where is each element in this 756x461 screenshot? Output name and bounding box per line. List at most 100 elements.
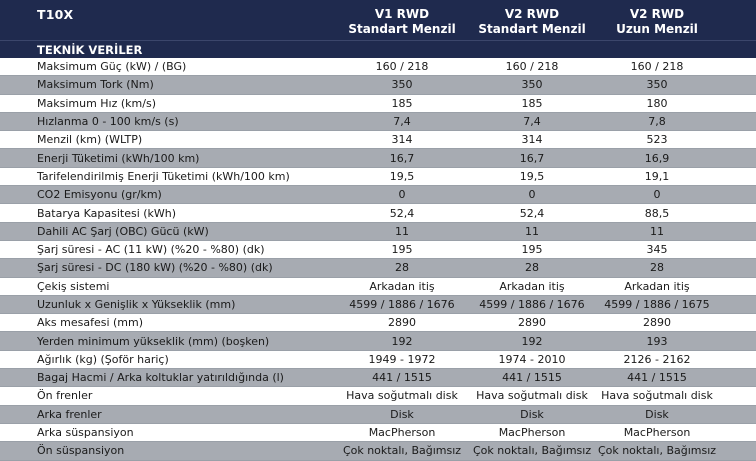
spec-label: Tarifelendirilmiş Enerji Tüketimi (kWh/1… — [0, 167, 331, 187]
table-row: Uzunluk x Genişlik x Yükseklik (mm) 4599 … — [0, 295, 756, 315]
spec-value: 350 — [473, 75, 591, 95]
spec-label: Şarj süresi - AC (11 kW) (%20 - %80) (dk… — [0, 240, 331, 260]
spec-value: 7,8 — [591, 112, 756, 132]
spec-value: 0 — [331, 185, 473, 205]
spec-value: Çok noktalı, Bağımsız — [591, 441, 756, 461]
spec-value: Hava soğutmalı disk — [473, 386, 591, 406]
column-header-line2: Uzun Menzil — [616, 22, 698, 36]
table-row: Arka frenler Disk Disk Disk — [0, 405, 756, 424]
spec-value: Disk — [331, 405, 473, 424]
spec-label: CO2 Emisyonu (gr/km) — [0, 185, 331, 205]
spec-value: 180 — [591, 94, 756, 113]
table-row: Ağırlık (kg) (Şoför hariç) 1949 - 1972 197… — [0, 350, 756, 370]
table-row: Yerden minimum yükseklik (mm) (boşken) 19… — [0, 331, 756, 351]
spec-value: 192 — [473, 331, 591, 351]
spec-value: Arkadan itiş — [591, 277, 756, 296]
spec-label: Maksimum Güç (kW) / (BG) — [0, 58, 331, 77]
spec-table: Maksimum Güç (kW) / (BG) 160 / 218 160 / 2… — [0, 58, 756, 461]
spec-value: Çok noktalı, Bağımsız — [331, 441, 473, 461]
spec-value: 16,9 — [591, 148, 756, 168]
spec-value: 7,4 — [473, 112, 591, 132]
spec-label: Maksimum Tork (Nm) — [0, 75, 331, 95]
spec-value: Hava soğutmalı disk — [331, 386, 473, 406]
spec-value: 19,5 — [331, 167, 473, 187]
spec-value: 2126 - 2162 — [591, 350, 756, 370]
spec-value: 192 — [331, 331, 473, 351]
table-row: Dahili AC Şarj (OBC) Gücü (kW) 11 11 11 — [0, 222, 756, 241]
spec-label: Batarya Kapasitesi (kWh) — [0, 203, 331, 223]
table-row: Ön frenler Hava soğutmalı disk Hava soğutm… — [0, 386, 756, 406]
table-row: CO2 Emisyonu (gr/km) 0 0 0 — [0, 185, 756, 205]
spec-value: 1949 - 1972 — [331, 350, 473, 370]
spec-label: Çekiş sistemi — [0, 277, 331, 296]
spec-label: Uzunluk x Genişlik x Yükseklik (mm) — [0, 295, 331, 315]
spec-value: 88,5 — [591, 203, 756, 223]
spec-value: 185 — [473, 94, 591, 113]
spec-value: 2890 — [331, 313, 473, 333]
spec-value: 11 — [331, 222, 473, 241]
column-header-line1: V2 RWD — [504, 7, 560, 21]
spec-value: 195 — [473, 240, 591, 260]
table-row: Arka süspansiyon MacPherson MacPherson MacP… — [0, 423, 756, 443]
spec-value: 193 — [591, 331, 756, 351]
spec-label: Ön frenler — [0, 386, 331, 406]
spec-value: Arkadan itiş — [473, 277, 591, 296]
table-row: Hızlanma 0 - 100 km/s (s) 7,4 7,4 7,8 — [0, 112, 756, 132]
spec-value: 28 — [473, 258, 591, 278]
table-row: Maksimum Güç (kW) / (BG) 160 / 218 160 / 2… — [0, 58, 756, 77]
spec-label: Ağırlık (kg) (Şoför hariç) — [0, 350, 331, 370]
spec-label: Arka süspansiyon — [0, 423, 331, 443]
table-header: T10X V1 RWD Standart Menzil V2 RWD Stand… — [0, 0, 756, 40]
spec-label: Bagaj Hacmi / Arka koltuklar yatırıldığı… — [0, 368, 331, 388]
spec-value: MacPherson — [331, 423, 473, 443]
spec-value: 4599 / 1886 / 1676 — [473, 295, 591, 315]
spec-value: MacPherson — [591, 423, 756, 443]
spec-value: 345 — [591, 240, 756, 260]
table-row: Şarj süresi - AC (11 kW) (%20 - %80) (dk… — [0, 240, 756, 260]
column-header-line1: V2 RWD — [629, 7, 685, 21]
spec-label: Dahili AC Şarj (OBC) Gücü (kW) — [0, 222, 331, 241]
spec-value: 0 — [473, 185, 591, 205]
table-row: Maksimum Tork (Nm) 350 350 350 — [0, 75, 756, 95]
spec-value: 441 / 1515 — [331, 368, 473, 388]
spec-value: 350 — [331, 75, 473, 95]
spec-value: 441 / 1515 — [591, 368, 756, 388]
spec-label: Aks mesafesi (mm) — [0, 313, 331, 333]
table-row: Aks mesafesi (mm) 2890 2890 2890 — [0, 313, 756, 333]
spec-value: 441 / 1515 — [473, 368, 591, 388]
spec-value: 195 — [331, 240, 473, 260]
spec-value: 160 / 218 — [473, 58, 591, 77]
spec-label: Yerden minimum yükseklik (mm) (boşken) — [0, 331, 331, 351]
spec-value: 7,4 — [331, 112, 473, 132]
spec-value: Disk — [591, 405, 756, 424]
spec-value: 314 — [331, 130, 473, 150]
spec-value: 52,4 — [331, 203, 473, 223]
spec-value: 4599 / 1886 / 1675 — [591, 295, 756, 315]
spec-value: MacPherson — [473, 423, 591, 443]
column-header-v1-rwd-standard: V1 RWD Standart Menzil — [331, 0, 473, 37]
spec-value: 52,4 — [473, 203, 591, 223]
table-row: Menzil (km) (WLTP) 314 314 523 — [0, 130, 756, 150]
spec-value: 0 — [591, 185, 756, 205]
spec-value: 523 — [591, 130, 756, 150]
spec-value: 1974 - 2010 — [473, 350, 591, 370]
column-header-line2: Standart Menzil — [348, 22, 456, 36]
spec-value: 160 / 218 — [331, 58, 473, 77]
spec-value: 185 — [331, 94, 473, 113]
table-row: Enerji Tüketimi (kWh/100 km) 16,7 16,7 16,9 — [0, 148, 756, 168]
spec-label: Maksimum Hız (km/s) — [0, 94, 331, 113]
spec-value: 11 — [591, 222, 756, 241]
table-row: Çekiş sistemi Arkadan itiş Arkadan itiş Ark… — [0, 277, 756, 296]
spec-label: Arka frenler — [0, 405, 331, 424]
column-header-line2: Standart Menzil — [478, 22, 586, 36]
spec-value: 4599 / 1886 / 1676 — [331, 295, 473, 315]
spec-label: Şarj süresi - DC (180 kW) (%20 - %80) (d… — [0, 258, 331, 278]
section-title: TEKNİK VERİLER — [0, 40, 756, 58]
spec-label: Menzil (km) (WLTP) — [0, 130, 331, 150]
spec-value: 16,7 — [473, 148, 591, 168]
spec-label: Hızlanma 0 - 100 km/s (s) — [0, 112, 331, 132]
column-header-line1: V1 RWD — [374, 7, 430, 21]
table-row: Batarya Kapasitesi (kWh) 52,4 52,4 88,5 — [0, 203, 756, 223]
column-header-v2-rwd-standard: V2 RWD Standart Menzil — [473, 0, 591, 37]
